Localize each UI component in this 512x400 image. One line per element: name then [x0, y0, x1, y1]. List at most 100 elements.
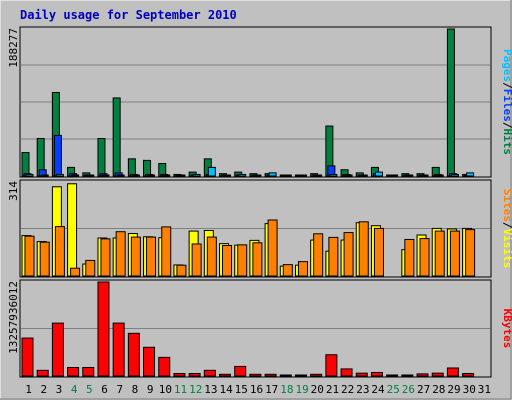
bar-kbytes-day-7 [112, 322, 125, 377]
bar-sites-day-20 [313, 233, 324, 277]
x-tick-label: 17 [265, 383, 278, 396]
x-tick-label: 27 [417, 383, 430, 396]
bar-kbytes-day-16 [249, 373, 262, 377]
x-tick-label: 31 [478, 383, 491, 396]
bar-sites-day-9 [146, 236, 157, 277]
bar-sites-day-24 [373, 227, 384, 277]
series-legend: Sites/Visits [501, 189, 512, 269]
x-tick-label: 18 [280, 383, 293, 396]
bar-kbytes-day-17 [264, 373, 277, 377]
x-tick-label: 6 [101, 383, 108, 396]
panel-frame [19, 179, 492, 278]
x-tick-label: 24 [371, 383, 385, 396]
bar-kbytes-day-19 [294, 374, 307, 377]
bar-kbytes-day-4 [67, 366, 80, 377]
bar-pages-day-28 [435, 174, 444, 177]
x-tick-label: 15 [235, 383, 248, 396]
bar-pages-day-14 [223, 174, 232, 177]
bar-pages-day-20 [314, 174, 323, 177]
legend-item: Files [501, 89, 512, 122]
bar-pages-day-17 [268, 172, 277, 177]
bar-kbytes-day-22 [340, 368, 353, 377]
bar-pages-day-9 [147, 174, 156, 177]
x-tick-label: 9 [147, 383, 154, 396]
legend-item: Sites [501, 189, 512, 222]
bar-hits-day-29 [446, 28, 455, 177]
bar-pages-day-27 [420, 174, 429, 177]
bar-kbytes-day-15 [234, 365, 247, 377]
bar-kbytes-day-10 [158, 356, 171, 377]
x-tick-label: 11 [174, 383, 187, 396]
bar-sites-day-7 [115, 231, 126, 277]
bar-pages-day-24 [374, 171, 383, 177]
bar-sites-day-11 [176, 264, 187, 277]
bar-kbytes-day-13 [203, 369, 216, 377]
bar-sites-day-10 [161, 226, 172, 277]
bar-sites-day-15 [237, 244, 248, 277]
x-tick-label: 1 [25, 383, 32, 396]
x-tick-label: 2 [40, 383, 47, 396]
bar-sites-day-14 [222, 244, 233, 277]
bar-sites-day-6 [100, 238, 111, 277]
bar-pages-day-26 [405, 174, 414, 177]
bar-kbytes-day-3 [51, 322, 64, 377]
bar-sites-day-8 [130, 236, 141, 277]
bar-kbytes-day-18 [279, 374, 292, 377]
bar-kbytes-day-30 [462, 373, 475, 377]
bar-pages-day-4 [71, 174, 80, 177]
bar-sites-day-30 [465, 229, 476, 277]
bar-kbytes-day-29 [446, 367, 459, 377]
chart-title: Daily usage for September 2010 [20, 8, 237, 22]
bar-files-day-3 [53, 134, 62, 177]
x-tick-label: 3 [56, 383, 63, 396]
bar-kbytes-day-24 [370, 371, 383, 377]
bar-kbytes-day-6 [97, 281, 110, 377]
bar-kbytes-day-25 [386, 374, 399, 377]
panel-visits-sites: 314 Sites/Visits [7, 179, 512, 278]
bars-visits-sites [21, 183, 476, 277]
bar-kbytes-day-26 [401, 374, 414, 377]
legend-item: / [501, 122, 512, 129]
bar-kbytes-day-27 [416, 373, 429, 377]
bar-sites-day-29 [449, 230, 460, 277]
bar-hits-day-7 [112, 97, 121, 177]
y-axis-max-label: 314 [7, 181, 20, 201]
x-tick-label: 4 [71, 383, 78, 396]
bar-pages-day-30 [466, 172, 475, 177]
bar-pages-day-12 [192, 173, 201, 177]
bar-kbytes-day-9 [143, 346, 156, 377]
bar-pages-day-25 [390, 174, 399, 177]
bar-kbytes-day-21 [325, 354, 338, 377]
legend-item: / [501, 82, 512, 89]
x-tick-label: 14 [219, 383, 233, 396]
bar-pages-day-10 [162, 174, 171, 177]
legend-item: KBytes [501, 309, 512, 349]
x-tick-label: 13 [204, 383, 217, 396]
bar-pages-day-15 [238, 173, 247, 177]
bar-sites-day-26 [404, 238, 415, 277]
bar-hits-day-1 [21, 152, 30, 177]
bar-kbytes-day-8 [127, 332, 140, 377]
bar-kbytes-day-28 [431, 372, 444, 377]
bar-pages-day-3 [55, 173, 64, 177]
x-tick-label: 20 [311, 383, 324, 396]
x-tick-label: 16 [250, 383, 263, 396]
bar-sites-day-17 [267, 219, 278, 277]
bar-kbytes-day-12 [188, 373, 201, 377]
legend-item: Hits [501, 129, 512, 156]
bar-pages-day-1 [25, 173, 34, 177]
x-tick-label: 7 [116, 383, 123, 396]
x-tick-label: 8 [132, 383, 139, 396]
bar-pages-day-8 [131, 174, 140, 177]
y-axis-max-label: 188277 [7, 28, 20, 68]
x-tick-label: 26 [402, 383, 415, 396]
bar-pages-day-6 [101, 174, 110, 177]
bar-visits-day-4 [67, 183, 78, 277]
x-tick-label: 21 [326, 383, 339, 396]
series-legend: KBytes [501, 309, 512, 349]
bar-pages-day-13 [207, 166, 216, 177]
bar-kbytes-day-20 [310, 373, 323, 377]
panel-kbytes: 13257936012 KBytes [7, 279, 512, 378]
